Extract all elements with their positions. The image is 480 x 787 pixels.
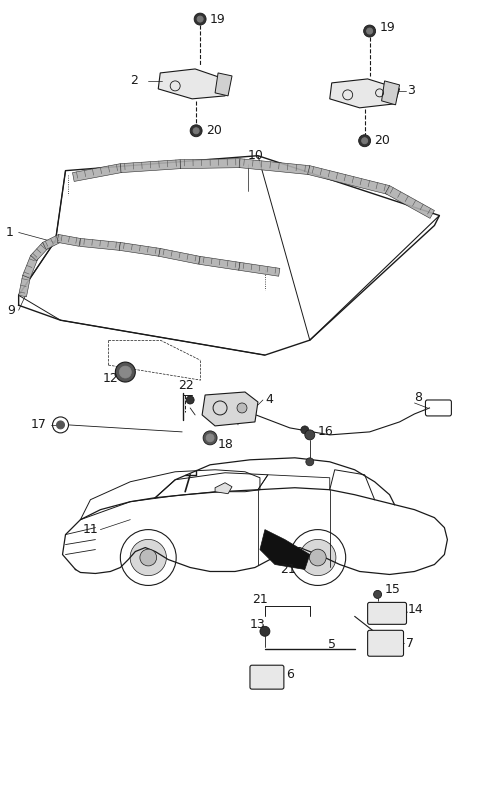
Circle shape xyxy=(367,28,372,34)
Circle shape xyxy=(120,366,132,378)
Circle shape xyxy=(300,539,336,575)
Circle shape xyxy=(301,426,309,434)
Text: 2: 2 xyxy=(130,75,138,87)
Circle shape xyxy=(361,138,368,144)
Polygon shape xyxy=(382,81,399,105)
Text: 10: 10 xyxy=(248,150,264,162)
Polygon shape xyxy=(19,275,30,297)
Text: 17: 17 xyxy=(31,419,47,431)
Circle shape xyxy=(186,396,194,404)
Circle shape xyxy=(364,25,376,37)
Text: 22: 22 xyxy=(178,379,194,391)
Polygon shape xyxy=(260,530,310,570)
Polygon shape xyxy=(308,165,390,194)
Circle shape xyxy=(359,135,371,146)
Circle shape xyxy=(115,362,135,382)
Polygon shape xyxy=(31,242,48,260)
Polygon shape xyxy=(385,186,434,218)
Circle shape xyxy=(140,549,156,566)
Text: 20: 20 xyxy=(206,124,222,137)
Circle shape xyxy=(203,431,217,445)
Circle shape xyxy=(197,16,203,22)
Polygon shape xyxy=(43,235,62,249)
FancyBboxPatch shape xyxy=(368,602,407,624)
Circle shape xyxy=(57,421,64,429)
Text: 18: 18 xyxy=(218,438,234,452)
Text: 9: 9 xyxy=(8,304,15,316)
Circle shape xyxy=(193,127,199,134)
Circle shape xyxy=(310,549,326,566)
Circle shape xyxy=(237,403,247,413)
Text: 13: 13 xyxy=(250,618,266,631)
Circle shape xyxy=(305,430,315,440)
FancyBboxPatch shape xyxy=(368,630,404,656)
Polygon shape xyxy=(159,249,200,264)
Circle shape xyxy=(190,125,202,137)
Polygon shape xyxy=(57,235,81,246)
Circle shape xyxy=(373,590,382,598)
Text: 4: 4 xyxy=(265,394,273,406)
Circle shape xyxy=(260,626,270,637)
Text: 7: 7 xyxy=(406,637,413,650)
Circle shape xyxy=(130,539,167,575)
Polygon shape xyxy=(215,73,232,96)
Polygon shape xyxy=(119,242,160,257)
Text: 14: 14 xyxy=(408,603,423,616)
Text: 16: 16 xyxy=(318,426,334,438)
Text: 21: 21 xyxy=(252,593,268,606)
Circle shape xyxy=(194,13,206,25)
Text: 3: 3 xyxy=(408,84,415,98)
Polygon shape xyxy=(215,482,232,493)
Text: 11: 11 xyxy=(83,523,98,536)
Text: 6: 6 xyxy=(286,667,294,681)
Polygon shape xyxy=(199,257,240,270)
Polygon shape xyxy=(80,238,120,250)
Text: 19: 19 xyxy=(380,20,396,34)
Polygon shape xyxy=(239,159,310,175)
Text: 15: 15 xyxy=(384,583,400,596)
Text: 20: 20 xyxy=(374,135,391,147)
Circle shape xyxy=(306,458,314,466)
FancyBboxPatch shape xyxy=(250,665,284,689)
Polygon shape xyxy=(180,159,240,168)
Polygon shape xyxy=(202,392,258,426)
Text: 21: 21 xyxy=(280,563,296,576)
Polygon shape xyxy=(330,79,399,108)
Polygon shape xyxy=(72,164,122,182)
Text: 5: 5 xyxy=(328,637,336,651)
Polygon shape xyxy=(120,160,181,172)
Text: 19: 19 xyxy=(210,13,226,26)
Circle shape xyxy=(206,434,214,442)
Text: 12: 12 xyxy=(102,371,118,385)
Text: 1: 1 xyxy=(6,226,13,239)
Polygon shape xyxy=(23,256,38,279)
Polygon shape xyxy=(158,69,230,99)
Text: 8: 8 xyxy=(415,391,422,405)
Polygon shape xyxy=(239,262,280,276)
